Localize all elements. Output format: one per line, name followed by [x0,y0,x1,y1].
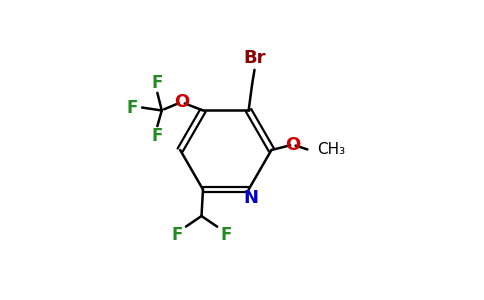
Text: F: F [171,226,182,244]
Text: Br: Br [243,49,266,67]
Text: CH₃: CH₃ [317,142,345,158]
Text: F: F [151,74,163,92]
Text: F: F [221,226,232,244]
Text: N: N [243,189,258,207]
Text: O: O [174,93,189,111]
Text: F: F [127,98,138,116]
Text: F: F [151,128,163,146]
Text: O: O [285,136,300,154]
